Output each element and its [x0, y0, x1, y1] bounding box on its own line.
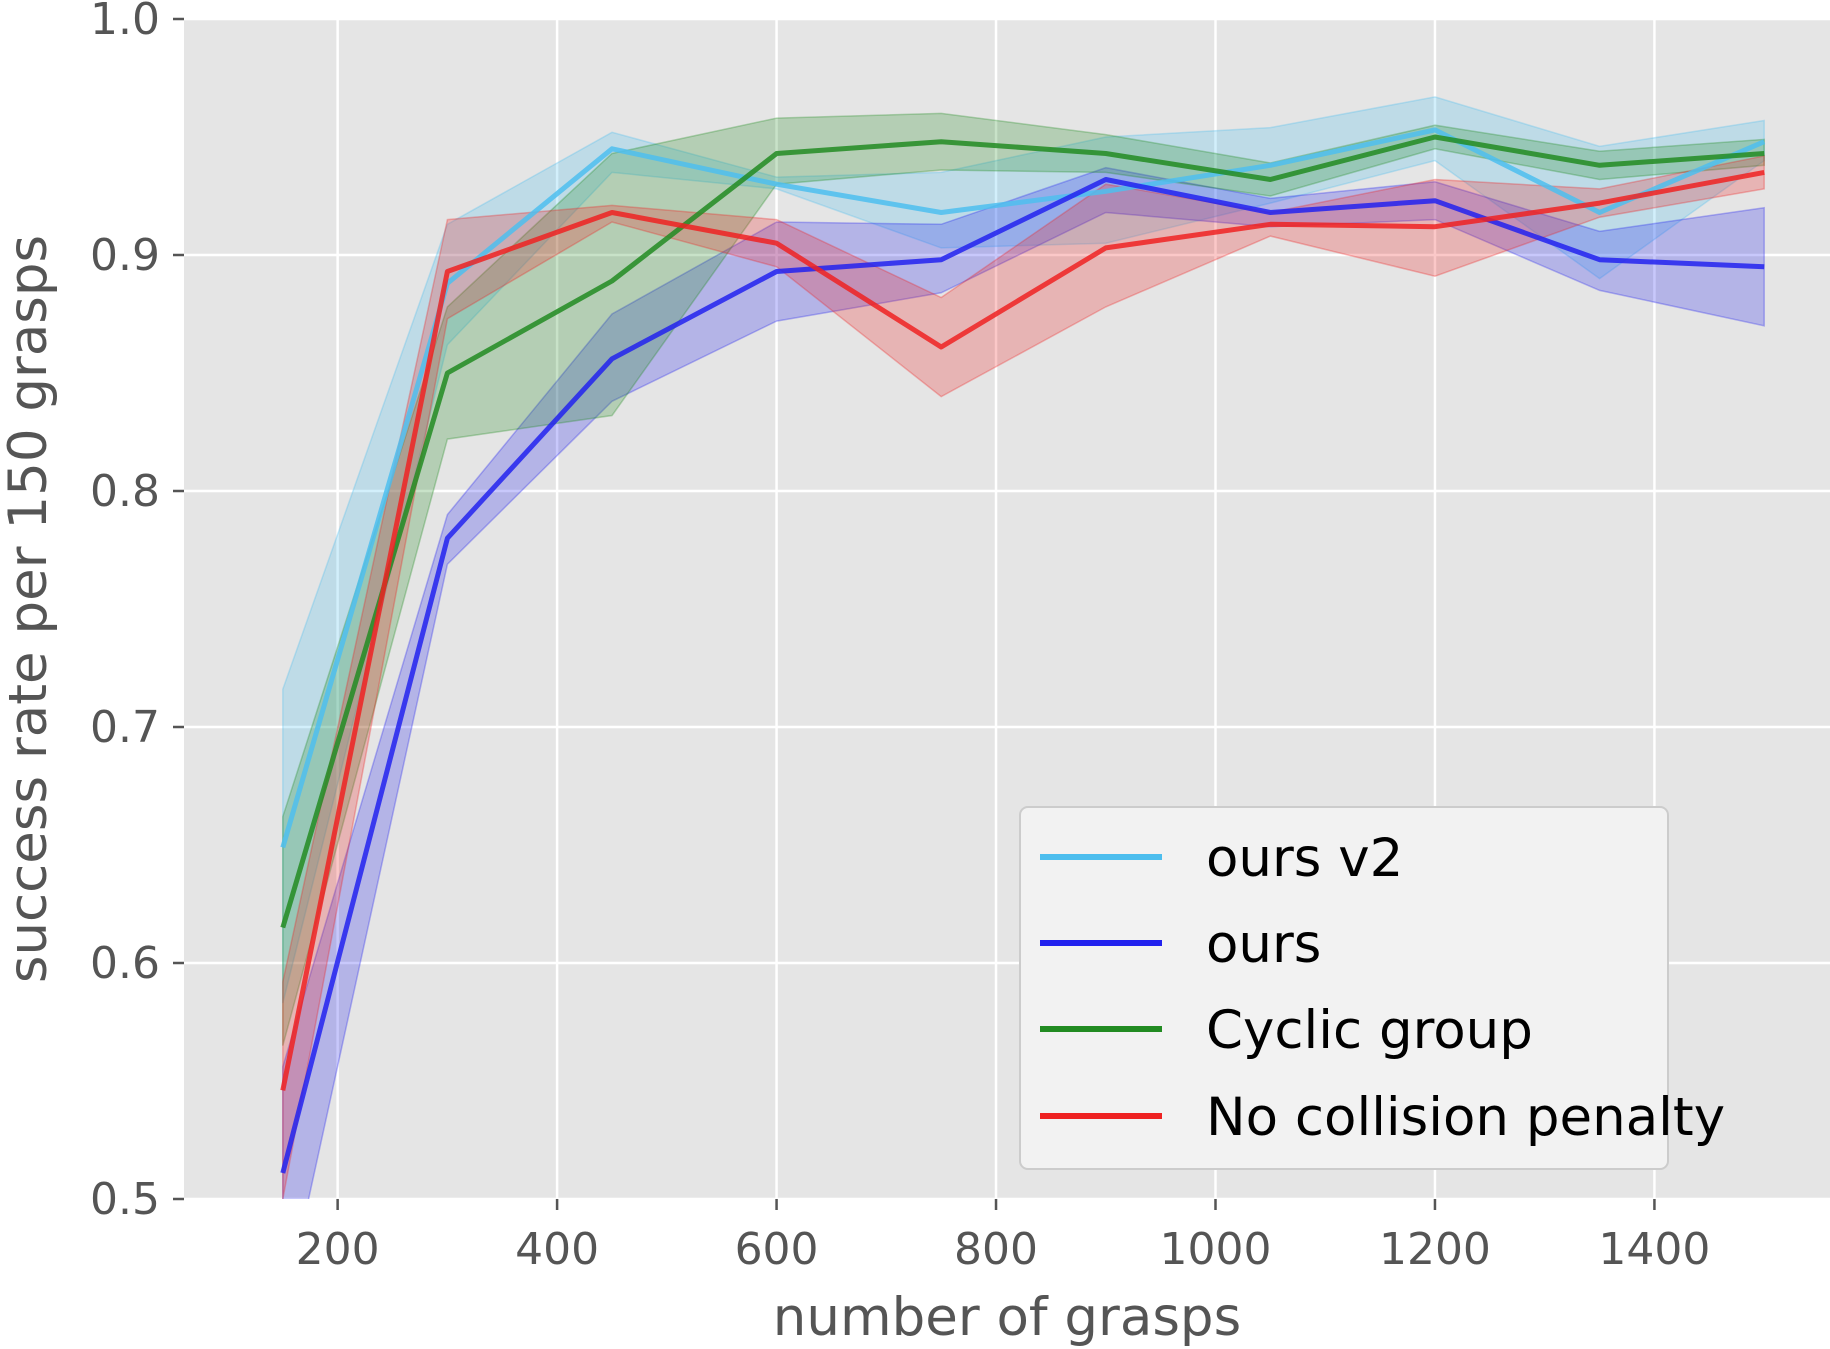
x-tick-label: 400: [515, 1224, 599, 1275]
y-tick-label: 1.0: [90, 0, 160, 45]
x-tick-label: 800: [954, 1224, 1038, 1275]
x-tick-label: 600: [735, 1224, 819, 1275]
y-tick-label: 0.8: [90, 466, 160, 517]
legend-label: No collision penalty: [1206, 1087, 1725, 1148]
y-axis-label: success rate per 150 grasps: [0, 235, 59, 983]
axis-ticks: 200 400 600 800 1000 1200 1400 0.5 0.6 0.7 0.8 0.9 1…: [90, 0, 1710, 1275]
confidence-bands: [282, 96, 1765, 1199]
legend-label: ours v2: [1206, 828, 1403, 889]
x-tick-label: 1200: [1379, 1224, 1491, 1275]
grid: [184, 17, 1830, 1201]
confidence-band: [282, 112, 1765, 1046]
x-tick-label: 200: [296, 1224, 380, 1275]
confidence-band: [282, 166, 1765, 1199]
y-tick-label: 0.5: [90, 1174, 160, 1225]
y-tick-label: 0.6: [90, 938, 160, 989]
y-tick-label: 0.7: [90, 702, 160, 753]
legend-label: Cyclic group: [1206, 1000, 1533, 1061]
series-line: [280, 169, 1765, 1091]
x-tick-label: 1000: [1160, 1224, 1272, 1275]
confidence-band: [282, 96, 1765, 1004]
legend: ours v2 ours Cyclic group No collision p…: [1019, 806, 1725, 1170]
series-line: [280, 177, 1765, 1174]
x-axis-label: number of grasps: [773, 1287, 1241, 1348]
series-lines: [280, 127, 1766, 1174]
legend-label: ours: [1206, 914, 1321, 975]
x-tick-label: 1400: [1598, 1224, 1710, 1275]
y-tick-label: 0.9: [90, 230, 160, 281]
series-line: [280, 127, 1766, 849]
series-line: [280, 134, 1765, 929]
legend-box: [1019, 806, 1669, 1170]
